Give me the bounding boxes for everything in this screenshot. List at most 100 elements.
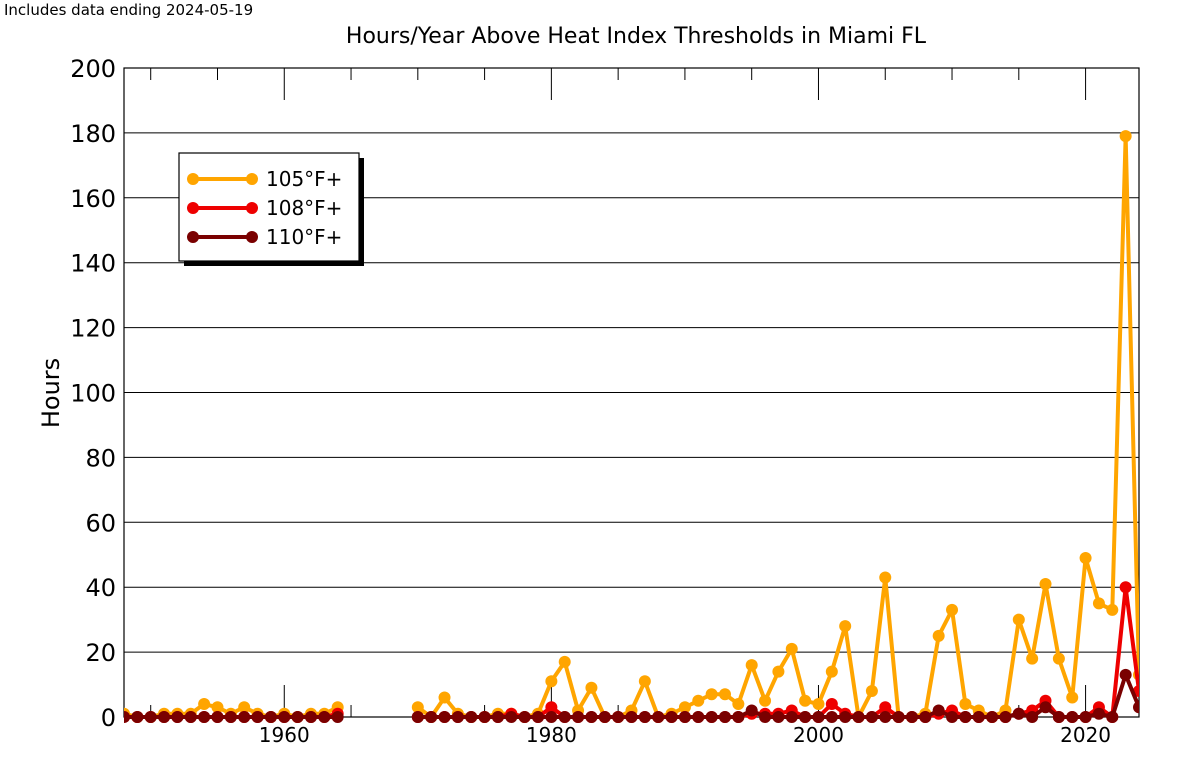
y-tick-label: 80 [85,444,116,472]
y-axis-label: Hours [37,358,65,428]
x-tick-label: 1980 [526,723,577,747]
data-point [986,711,999,723]
data-point [879,571,892,584]
data-point [972,711,985,723]
data-point [224,711,237,723]
data-point [946,711,959,723]
data-point [1106,711,1119,723]
legend-marker [187,173,199,185]
data-point [558,711,571,723]
data-point [451,711,464,723]
data-point [799,694,812,707]
data-point [238,711,251,723]
data-point [799,711,812,723]
data-point [879,711,892,723]
x-tick-label: 2020 [1060,723,1111,747]
data-point [1092,597,1105,610]
data-point [759,711,772,723]
data-point [1119,581,1132,594]
data-point [1119,668,1132,681]
data-point [598,711,611,723]
y-tick-label: 160 [70,185,116,213]
data-point [491,711,504,723]
data-point [1052,711,1065,723]
data-point [438,711,451,723]
data-point [718,711,731,723]
data-point [1012,613,1025,626]
data-point [839,711,852,723]
data-point [331,711,344,723]
data-point [932,629,945,642]
data-point [825,711,838,723]
data-point [545,675,558,688]
data-point [144,711,157,723]
data-point [825,665,838,678]
legend-marker [187,202,199,214]
data-point [198,698,211,711]
data-point [772,665,785,678]
data-point [304,711,317,723]
y-tick-label: 40 [85,574,116,602]
data-point [705,688,718,701]
legend-marker [246,173,258,185]
data-point [839,620,852,633]
data-point [692,711,705,723]
legend-label: 108°F+ [266,196,342,220]
data-point [612,711,625,723]
data-point [785,711,798,723]
data-point [705,711,718,723]
data-point [812,698,825,711]
data-point [638,675,651,688]
data-point [865,711,878,723]
y-tick-label: 200 [70,55,116,83]
data-point [1133,701,1139,714]
data-point [465,711,478,723]
data-point [678,711,691,723]
data-note: Includes data ending 2024-05-19 [4,1,254,19]
data-point [718,688,731,701]
data-point [438,691,451,704]
data-point [932,704,945,717]
chart-title: Hours/Year Above Heat Index Thresholds i… [346,24,927,49]
data-point [318,711,331,723]
data-point [251,711,264,723]
data-point [572,711,585,723]
data-point [1039,577,1052,590]
data-point [852,711,865,723]
data-point [545,701,558,714]
data-point [678,701,691,714]
data-point [1092,707,1105,720]
data-point [825,698,838,711]
y-tick-label: 120 [70,315,116,343]
legend-marker [187,231,199,243]
data-point [745,659,758,672]
data-point [211,701,224,714]
data-point [946,603,959,616]
legend-label: 110°F+ [266,225,342,249]
data-point [919,711,932,723]
data-point [585,681,598,694]
data-point [1079,551,1092,564]
y-tick-label: 180 [70,120,116,148]
data-point [1052,652,1065,665]
data-point [665,711,678,723]
data-point [264,711,277,723]
data-point [411,701,424,714]
data-point [892,711,905,723]
x-tick-label: 2000 [793,723,844,747]
data-point [1012,707,1025,720]
data-point [478,711,491,723]
data-point [1026,711,1039,723]
data-point [1066,691,1079,704]
data-point [625,711,638,723]
data-point [732,698,745,711]
data-point [1039,701,1052,714]
data-point [278,711,291,723]
data-point [184,711,197,723]
data-point [1079,711,1092,723]
data-point [411,711,424,723]
y-tick-label: 140 [70,250,116,278]
data-point [518,711,531,723]
data-point [171,711,184,723]
